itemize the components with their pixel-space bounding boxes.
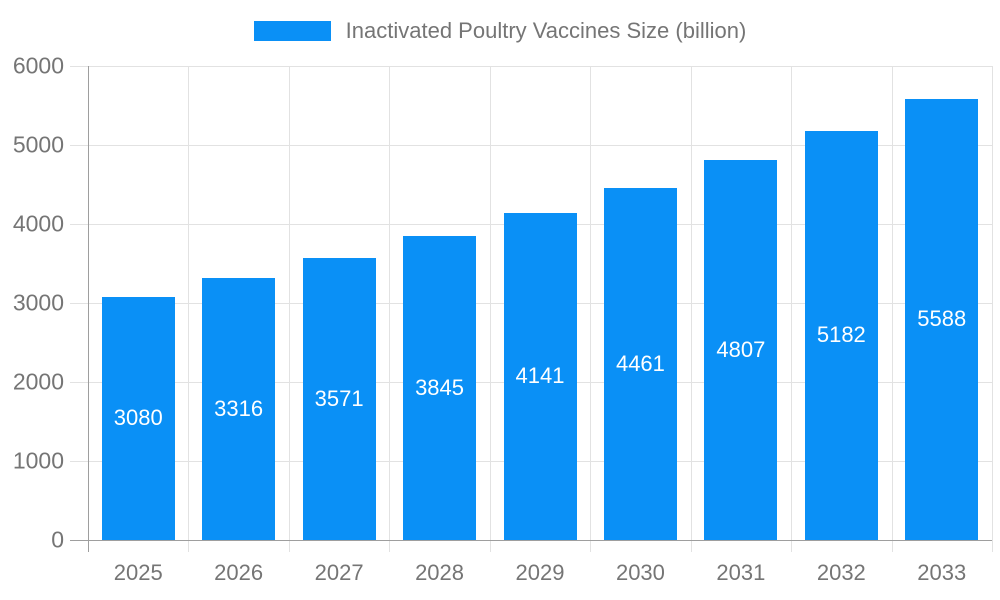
y-tick-label: 5000 xyxy=(12,131,64,158)
bar-2032[interactable]: 5182 xyxy=(804,130,878,540)
bar-value-label: 3080 xyxy=(113,405,163,431)
y-gridline xyxy=(70,66,992,67)
y-axis-labels: 0 1000 2000 3000 4000 5000 6000 xyxy=(0,54,64,551)
bar-2030[interactable]: 4461 xyxy=(603,187,677,540)
x-tick-label: 2031 xyxy=(716,560,766,585)
x-tick-label: 2032 xyxy=(816,560,866,585)
plot-area: 3080 3316 3571 3845 4141 4461 4807 5182 5588 xyxy=(70,66,993,552)
bar-2028[interactable]: 3845 xyxy=(403,236,477,540)
x-gridline xyxy=(288,66,290,552)
x-tick-label: 2028 xyxy=(415,560,465,585)
x-tick-label: 2033 xyxy=(917,560,967,585)
y-tick-label: 4000 xyxy=(12,210,64,237)
x-gridline xyxy=(590,66,592,552)
y-tick-label: 6000 xyxy=(12,52,64,79)
legend[interactable]: Inactivated Poultry Vaccines Size (billi… xyxy=(0,18,1000,44)
bar-value-label: 4141 xyxy=(515,363,565,389)
y-axis-line xyxy=(88,66,89,552)
legend-swatch-icon xyxy=(253,21,331,41)
bar-value-label: 5182 xyxy=(816,322,866,348)
x-gridline xyxy=(791,66,793,552)
x-gridline xyxy=(690,66,692,552)
x-axis-labels: 2025 2026 2027 2028 2029 2030 2031 2032 2033 xyxy=(88,540,992,590)
y-gridline xyxy=(70,145,992,146)
bar-2031[interactable]: 4807 xyxy=(704,160,778,540)
bar-2029[interactable]: 4141 xyxy=(503,212,577,540)
bar-2027[interactable]: 3571 xyxy=(302,257,376,540)
bar-2025[interactable]: 3080 xyxy=(101,296,175,540)
y-tick-label: 0 xyxy=(51,526,64,553)
bar-2033[interactable]: 5588 xyxy=(905,98,979,540)
bar-value-label: 5588 xyxy=(917,306,967,332)
x-gridline xyxy=(891,66,893,552)
bar-value-label: 4807 xyxy=(716,337,766,363)
bar-value-label: 3571 xyxy=(314,385,364,411)
x-tick-label: 2025 xyxy=(113,560,163,585)
bar-2026[interactable]: 3316 xyxy=(202,278,276,540)
y-tick-label: 2000 xyxy=(12,368,64,395)
x-gridline xyxy=(188,66,190,552)
x-gridline xyxy=(489,66,491,552)
y-tick-label: 3000 xyxy=(12,289,64,316)
x-axis-line xyxy=(70,540,992,541)
x-tick-label: 2026 xyxy=(214,560,264,585)
x-tick-label: 2027 xyxy=(314,560,364,585)
bar-value-label: 4461 xyxy=(615,350,665,376)
y-tick-label: 1000 xyxy=(12,447,64,474)
x-tick-label: 2030 xyxy=(615,560,665,585)
bar-value-label: 3316 xyxy=(214,396,264,422)
x-gridline xyxy=(389,66,391,552)
x-tick-label: 2029 xyxy=(515,560,565,585)
bar-value-label: 3845 xyxy=(415,375,465,401)
legend-label: Inactivated Poultry Vaccines Size (billi… xyxy=(345,18,747,43)
x-gridline xyxy=(992,66,993,552)
